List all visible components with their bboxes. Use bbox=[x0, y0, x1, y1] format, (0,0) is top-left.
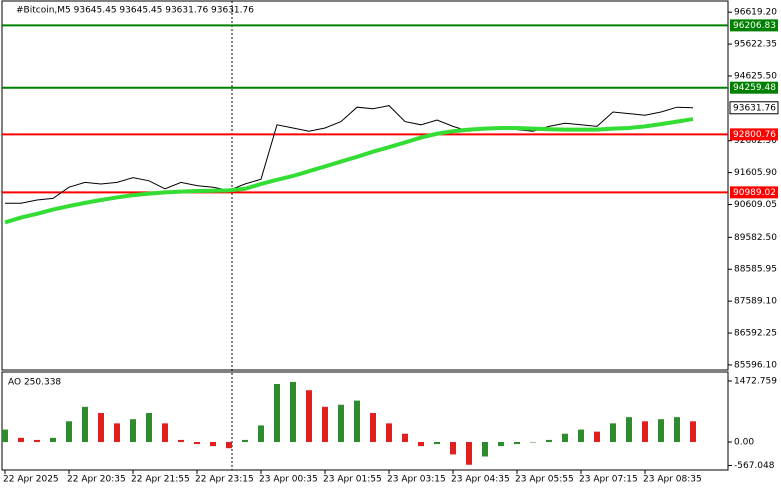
y-tick-label: 88585.95 bbox=[734, 265, 777, 275]
ao-bar bbox=[290, 381, 296, 442]
x-tick-label: 23 Apr 03:15 bbox=[387, 475, 446, 485]
y-tick-label: 89582.50 bbox=[734, 233, 777, 243]
ao-bar bbox=[82, 406, 88, 442]
ao-bar bbox=[2, 429, 8, 442]
ao-bar bbox=[642, 421, 648, 442]
ao-bar bbox=[402, 433, 408, 442]
y-tick-label: 95622.35 bbox=[734, 40, 777, 50]
last-price-tag bbox=[729, 101, 779, 115]
ao-bar bbox=[114, 423, 120, 442]
y-tick-label: -567.048 bbox=[734, 461, 775, 471]
ao-bar bbox=[594, 431, 600, 442]
ao-bar bbox=[274, 384, 280, 442]
ao-bar bbox=[210, 441, 216, 447]
ao-bar bbox=[146, 413, 152, 442]
ao-bar bbox=[386, 423, 392, 442]
x-tick-label: 23 Apr 01:55 bbox=[323, 475, 382, 485]
ao-title: AO 250.338 bbox=[8, 378, 61, 388]
ao-bar bbox=[50, 437, 56, 442]
ao-bar bbox=[34, 439, 40, 442]
ao-bar bbox=[658, 419, 664, 442]
ao-bar bbox=[482, 441, 488, 457]
y-tick-label: 90609.05 bbox=[734, 200, 777, 210]
ao-bar bbox=[690, 421, 696, 442]
y-tick-label: 1472.759 bbox=[734, 377, 777, 387]
y-tick-label: 91605.90 bbox=[734, 168, 777, 178]
level-label: 96206.83 bbox=[733, 21, 776, 31]
level-label: 90989.02 bbox=[733, 188, 776, 198]
x-tick-label: 23 Apr 04:35 bbox=[451, 475, 510, 485]
ao-bar bbox=[674, 417, 680, 442]
ao-bar bbox=[322, 406, 328, 442]
price-line bbox=[5, 105, 694, 204]
ao-bar bbox=[258, 425, 264, 442]
main-frame bbox=[1, 0, 729, 371]
ao-bar bbox=[418, 441, 424, 447]
ao-bar bbox=[546, 439, 552, 442]
y-tick-label: 85596.10 bbox=[734, 360, 777, 370]
ao-bar bbox=[242, 439, 248, 442]
level-tag bbox=[730, 128, 778, 141]
x-tick-label: 23 Apr 07:15 bbox=[579, 475, 638, 485]
x-tick-label: 22 Apr 2025 bbox=[3, 475, 59, 485]
last-price-label: 93631.76 bbox=[733, 103, 776, 113]
ao-bar bbox=[226, 441, 232, 449]
ao-bar bbox=[18, 437, 24, 442]
ao-bar bbox=[578, 429, 584, 442]
y-tick-label: 92602.50 bbox=[734, 136, 777, 146]
ao-bar bbox=[514, 441, 520, 445]
ao-bar bbox=[178, 439, 184, 442]
ao-bar bbox=[610, 423, 616, 442]
ao-bar bbox=[130, 419, 136, 442]
ao-bar bbox=[162, 423, 168, 442]
level-tag bbox=[730, 81, 778, 94]
ao-bar bbox=[306, 390, 312, 442]
ao-bar bbox=[66, 421, 72, 442]
ao-bar bbox=[626, 417, 632, 442]
x-tick-label: 22 Apr 23:15 bbox=[195, 475, 254, 485]
y-tick-label: 0.00 bbox=[734, 437, 754, 447]
level-tag bbox=[730, 186, 778, 199]
x-tick-label: 22 Apr 20:35 bbox=[67, 475, 126, 485]
ao-bar bbox=[434, 441, 440, 445]
ao-bar bbox=[466, 441, 472, 465]
ao-bar bbox=[194, 441, 200, 445]
ao-bar bbox=[498, 441, 504, 447]
y-tick-label: 94625.50 bbox=[734, 71, 777, 81]
level-tag bbox=[730, 19, 778, 32]
x-tick-label: 23 Apr 08:35 bbox=[643, 475, 702, 485]
y-tick-label: 96619.20 bbox=[734, 8, 777, 18]
ao-frame bbox=[1, 371, 729, 471]
ao-bar bbox=[370, 413, 376, 442]
level-label: 94259.48 bbox=[733, 83, 776, 93]
ao-bar bbox=[338, 404, 344, 442]
x-tick-label: 23 Apr 00:35 bbox=[259, 475, 318, 485]
ao-bar bbox=[98, 413, 104, 442]
x-tick-label: 23 Apr 05:55 bbox=[515, 475, 574, 485]
chart-title: #Bitcoin,M5 93645.45 93645.45 93631.76 9… bbox=[16, 6, 254, 16]
ao-bar bbox=[530, 441, 536, 443]
y-tick-label: 86592.25 bbox=[734, 329, 777, 339]
ao-bar bbox=[562, 433, 568, 442]
y-tick-label: 87589.10 bbox=[734, 297, 777, 307]
x-tick-label: 22 Apr 21:55 bbox=[131, 475, 190, 485]
ao-bar bbox=[450, 441, 456, 455]
level-label: 92800.76 bbox=[733, 130, 776, 140]
ao-bar bbox=[354, 400, 360, 442]
moving-average bbox=[4, 117, 694, 225]
